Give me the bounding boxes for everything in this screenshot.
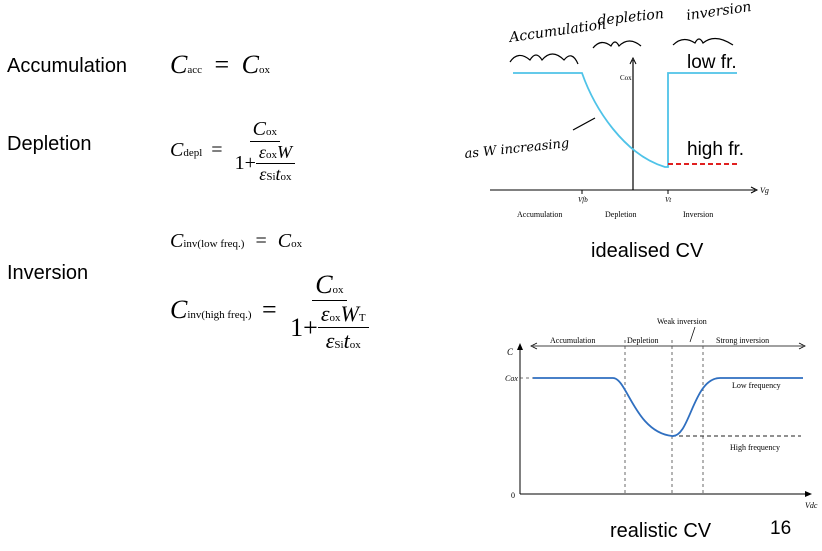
accumulation-label: Accumulation <box>7 55 128 77</box>
realistic-weak-inversion: Weak inversion <box>657 317 707 326</box>
realistic-x-arrow <box>805 491 812 497</box>
depletion-label: Depletion <box>7 133 92 155</box>
idealised-cv-figure: Accumulation depletion inversion as W in… <box>464 0 769 219</box>
brace-accumulation <box>509 53 579 65</box>
realistic-cv-curve <box>533 377 803 437</box>
idealised-x-arrow <box>750 186 759 194</box>
vt-label: Vt <box>665 196 672 204</box>
low-fr-label: low fr. <box>687 52 737 73</box>
realistic-vdc-label: Vdc <box>805 501 818 510</box>
equation-inversion-high: Cinv(high freq.) = Cox 1+ εoxWT εSitox <box>170 270 372 354</box>
realistic-cox-label: Cox <box>505 374 518 383</box>
region-arrow-right <box>798 342 806 350</box>
idealised-region-inversion: Inversion <box>683 210 713 219</box>
brace-depletion <box>592 40 642 49</box>
annot-depletion: depletion <box>597 6 665 29</box>
realistic-c-label: C <box>507 347 514 357</box>
realistic-cv-figure: C Cox 0 Vdc Accumulation Depletion Stron… <box>505 317 818 510</box>
idealised-cv-curve <box>513 72 737 168</box>
realistic-y-arrow <box>517 343 523 350</box>
annot-accumulation: Accumulation <box>506 17 607 47</box>
annot-as-w-increasing: as W increasing <box>464 136 570 162</box>
realistic-region-accumulation: Accumulation <box>550 336 595 345</box>
realistic-region-strong-inversion: Strong inversion <box>716 336 769 345</box>
high-fr-label: high fr. <box>687 139 744 160</box>
low-frequency-label: Low frequency <box>732 381 781 390</box>
equation-inversion-low: Cinv(low freq.) = Cox <box>170 230 303 252</box>
equation-accumulation: Cacc = Cox <box>170 50 271 79</box>
idealised-caption: idealised CV <box>591 240 704 262</box>
high-frequency-label: High frequency <box>730 443 780 452</box>
vfb-label: Vfb <box>578 196 588 204</box>
idealised-cox-label: Cox <box>620 74 632 82</box>
idealised-region-accumulation: Accumulation <box>517 210 562 219</box>
annot-inversion: inversion <box>685 0 752 24</box>
weak-inversion-pointer <box>689 326 696 343</box>
brace-inversion <box>672 37 734 46</box>
equation-depletion: Cdepl = Cox 1+ εoxW εSitox <box>170 118 298 185</box>
idealised-region-depletion: Depletion <box>605 210 637 219</box>
realistic-zero-label: 0 <box>511 491 515 500</box>
page-number: 16 <box>770 518 792 539</box>
idealised-y-arrow <box>629 56 637 65</box>
region-arrow-left <box>530 342 538 350</box>
idealised-vg-label: Vg <box>760 186 769 195</box>
annot-stroke <box>572 117 596 131</box>
realistic-region-depletion: Depletion <box>627 336 659 345</box>
inversion-label: Inversion <box>7 262 89 284</box>
realistic-caption: realistic CV <box>610 520 712 542</box>
